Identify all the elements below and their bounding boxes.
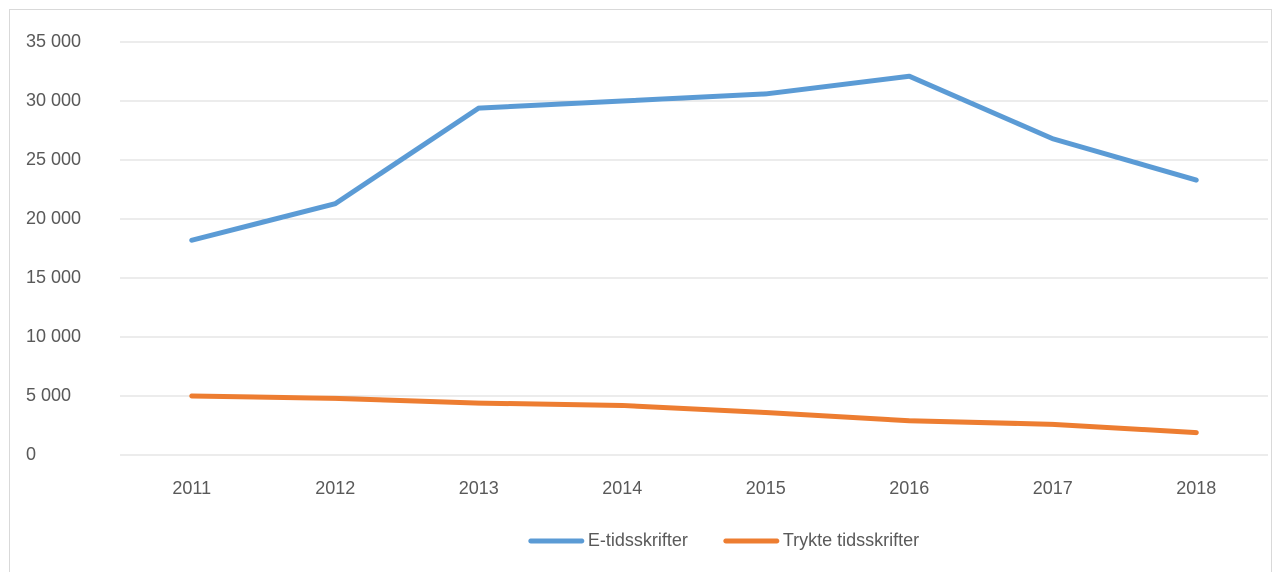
x-tick-label: 2013	[459, 478, 499, 498]
x-tick-label: 2017	[1033, 478, 1073, 498]
y-tick-label: 30 000	[26, 90, 81, 110]
series-line	[189, 393, 1199, 436]
chart-border	[9, 9, 1272, 572]
y-tick-label: 35 000	[26, 31, 81, 51]
y-tick-label: 15 000	[26, 267, 81, 287]
series-line	[189, 73, 1199, 243]
x-tick-label: 2015	[746, 478, 786, 498]
y-tick-label: 10 000	[26, 326, 81, 346]
x-tick-label: 2012	[315, 478, 355, 498]
y-tick-label: 0	[26, 444, 36, 464]
legend-label: Trykte tidsskrifter	[783, 530, 919, 550]
x-tick-label: 2016	[889, 478, 929, 498]
y-tick-label: 5 000	[26, 385, 71, 405]
y-tick-label: 20 000	[26, 208, 81, 228]
y-tick-label: 25 000	[26, 149, 81, 169]
x-tick-label: 2014	[602, 478, 642, 498]
legend-label: E-tidsskrifter	[588, 530, 688, 550]
x-tick-label: 2018	[1176, 478, 1216, 498]
x-tick-label: 2011	[172, 478, 211, 498]
